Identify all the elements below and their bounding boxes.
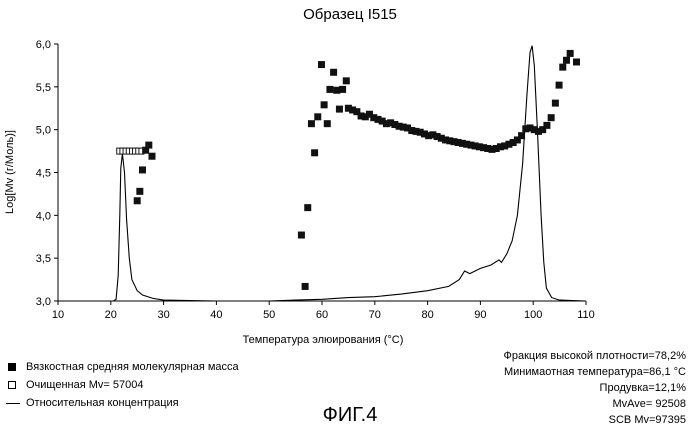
filled-square-point — [304, 204, 311, 211]
concentration-line — [58, 46, 586, 301]
x-tick-label: 70 — [369, 309, 381, 321]
stat-min-temperature: Минимаотная температура=86,1 °C — [503, 364, 686, 380]
x-axis-label: Температура элюирования (°C) — [243, 334, 404, 346]
legend-item: Вязкостная средняя молекулярная масса — [6, 358, 239, 376]
y-tick-label: 5,5 — [36, 82, 51, 94]
filled-square-point — [308, 120, 315, 127]
x-tick-label: 100 — [524, 309, 542, 321]
filled-square-point — [318, 61, 325, 68]
filled-square-point — [314, 113, 321, 120]
open-square-icon — [6, 379, 20, 391]
chart-plot: 10 20 30 40 50 60 70 80 90 100 110 3,0 3,5 4,0 4,5 5,0 5… — [0, 0, 700, 350]
y-tick-label: 3,0 — [36, 296, 51, 308]
filled-square-point — [311, 149, 318, 156]
stat-purge: Продувка=12,1% — [503, 380, 686, 396]
series-purified-mv — [117, 148, 144, 154]
y-axis-label: Log[Mv (г/Моль)] — [4, 130, 16, 214]
x-tick-label: 60 — [316, 309, 328, 321]
filled-square-point — [543, 122, 550, 129]
legend-item: Очищенная Mv= 57004 — [6, 376, 239, 394]
filled-square-icon — [6, 361, 20, 373]
filled-square-point — [518, 132, 525, 139]
x-tick-label: 10 — [52, 309, 64, 321]
y-tick-label: 6,0 — [36, 39, 51, 51]
stat-high-density-fraction: Фракция высокой плотности=78,2% — [503, 348, 686, 364]
filled-square-point — [145, 142, 152, 149]
filled-square-point — [556, 82, 563, 89]
filled-square-point — [330, 69, 337, 76]
filled-square-point — [567, 50, 574, 57]
x-tick-label: 30 — [157, 309, 169, 321]
y-tick-label: 5,0 — [36, 125, 51, 137]
filled-square-point — [326, 86, 333, 93]
filled-square-point — [139, 166, 146, 173]
filled-square-point — [336, 106, 343, 113]
figure-caption: ФИГ.4 — [0, 404, 700, 427]
filled-square-point — [563, 57, 570, 64]
x-tick-label: 90 — [474, 309, 486, 321]
filled-square-point — [321, 101, 328, 108]
filled-square-point — [148, 153, 155, 160]
filled-square-point — [573, 58, 580, 65]
filled-square-point — [298, 232, 305, 239]
filled-square-point — [343, 77, 350, 84]
x-tick-label: 110 — [577, 309, 595, 321]
filled-square-point — [134, 197, 141, 204]
y-tick-label: 3,5 — [36, 253, 51, 265]
legend-label: Вязкостная средняя молекулярная масса — [26, 361, 239, 373]
x-tick-label: 50 — [263, 309, 275, 321]
x-tick-label: 80 — [421, 309, 433, 321]
x-tick-label: 20 — [105, 309, 117, 321]
series-concentration — [58, 46, 586, 301]
legend-label: Очищенная Mv= 57004 — [26, 379, 144, 391]
filled-square-point — [136, 188, 143, 195]
filled-square-point — [324, 120, 331, 127]
x-tick-label: 40 — [210, 309, 222, 321]
filled-square-point — [339, 86, 346, 93]
filled-square-point — [552, 100, 559, 107]
filled-square-point — [302, 283, 309, 290]
y-tick-label: 4,5 — [36, 168, 51, 180]
filled-square-point — [548, 114, 555, 121]
axes: 10 20 30 40 50 60 70 80 90 100 110 3,0 3,5 4,0 4,5 5,0 5… — [36, 39, 595, 321]
filled-square-point — [559, 64, 566, 71]
series-viscosity-mw — [134, 50, 580, 290]
y-tick-label: 4,0 — [36, 210, 51, 222]
